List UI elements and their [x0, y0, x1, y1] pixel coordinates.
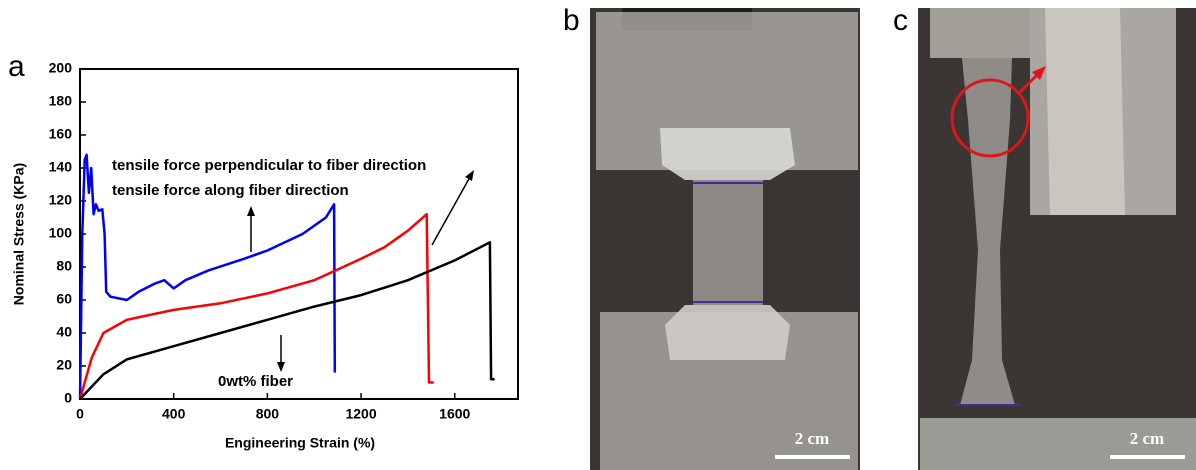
arrows [250, 176, 471, 365]
line-series [78, 212, 434, 400]
line-series [78, 153, 337, 400]
photo-c: 2 cm [918, 8, 1196, 470]
annotation: 0wt% fiber [218, 373, 293, 390]
scale-bar-label: 2 cm [1130, 429, 1164, 448]
x-tick-label: 1600 [439, 406, 470, 422]
y-tick-label: 40 [56, 324, 72, 340]
y-tick-label: 80 [56, 258, 72, 274]
y-tick-label: 0 [64, 390, 72, 406]
y-tick-label: 180 [49, 93, 73, 109]
y-tick-label: 200 [49, 60, 73, 76]
scale-bar-label: 2 cm [795, 429, 829, 448]
plot-frame [79, 68, 519, 400]
panel-label: b [563, 4, 580, 37]
annotation: tensile force perpendicular to fiber dir… [112, 157, 426, 174]
x-tick-label: 800 [256, 406, 280, 422]
x-axis-label: Engineering Strain (%) [225, 435, 375, 451]
panel-label: c [893, 4, 908, 37]
y-tick-label: 160 [49, 126, 73, 142]
y-tick-label: 120 [49, 192, 73, 208]
x-tick-label: 1200 [345, 406, 376, 422]
x-tick-label: 0 [76, 406, 84, 422]
x-tick-label: 400 [162, 406, 186, 422]
y-tick-label: 140 [49, 159, 73, 175]
line-series [79, 241, 495, 400]
y-axis-label: Nominal Stress (KPa) [11, 163, 27, 305]
y-tick-label: 100 [49, 225, 73, 241]
y-tick-label: 20 [56, 357, 72, 373]
panel-label: a [8, 50, 25, 83]
y-tick-label: 60 [56, 291, 72, 307]
annotation: tensile force along fiber direction [112, 182, 349, 199]
photo-b: 2 cm [590, 8, 860, 470]
